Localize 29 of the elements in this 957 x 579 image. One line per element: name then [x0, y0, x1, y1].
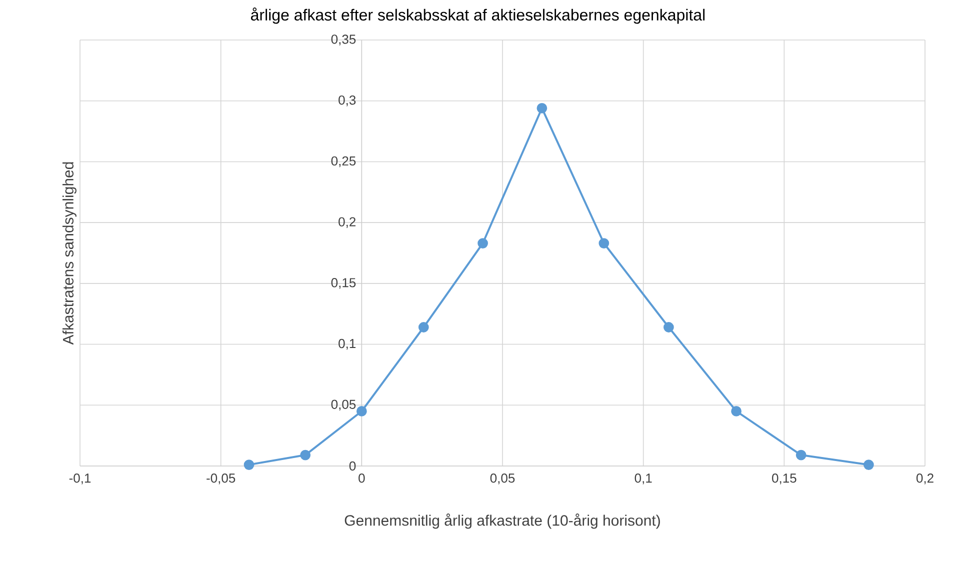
y-tick-label: 0,25	[331, 156, 356, 168]
y-tick-label: 0,2	[338, 217, 356, 228]
point	[863, 460, 874, 470]
y-tick-label: 0,3	[338, 95, 356, 106]
point	[796, 450, 806, 460]
y-tick-label: 0,35	[331, 34, 356, 46]
point	[598, 238, 610, 248]
chart-title: årlige afkast efter selskabsskat af aktieselskabernes egenkapital	[251, 8, 705, 24]
y-axis-title: Afkastratens sandsynlighed	[62, 162, 76, 345]
x-tick-label: -0,05	[206, 474, 236, 484]
x-tick-label: 0,1	[634, 474, 652, 484]
point	[356, 406, 367, 416]
x-tick-label: -0,1	[69, 474, 91, 484]
x-tick-label: 0,15	[772, 474, 796, 484]
point	[731, 406, 742, 416]
x-tick-label: 0	[358, 474, 365, 483]
point	[663, 322, 674, 332]
x-tick-label: 0,2	[916, 474, 934, 484]
point	[478, 238, 488, 248]
point	[418, 322, 429, 332]
y-tick-label: 0,1	[338, 338, 356, 350]
point	[536, 102, 548, 114]
point	[300, 450, 311, 460]
x-axis-title: Gennemsnitlig årlig afkastrate (10-årig horisont)	[344, 514, 660, 529]
y-tick-label: 0,05	[331, 400, 356, 411]
y-tick-label: 0	[349, 461, 356, 471]
y-tick-label: 0,15	[331, 278, 356, 289]
point	[244, 460, 254, 470]
x-tick-label: 0,05	[490, 474, 515, 484]
